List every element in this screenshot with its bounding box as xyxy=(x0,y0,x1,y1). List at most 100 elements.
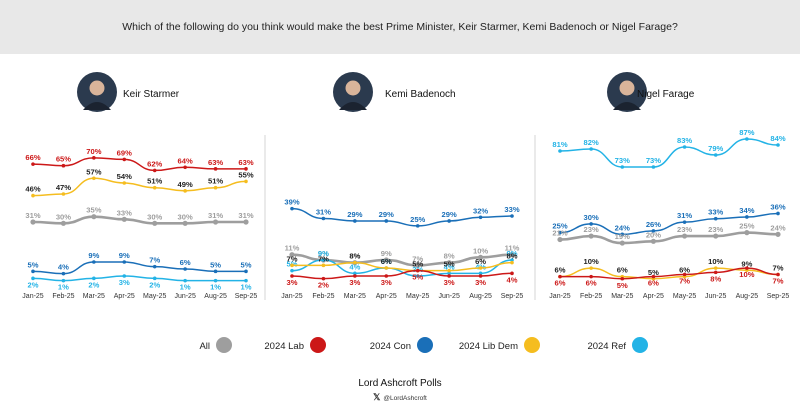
x-tick-label: May-25 xyxy=(143,293,166,300)
data-label: 66% xyxy=(25,153,40,162)
data-point xyxy=(682,220,687,224)
x-tick-label: May-25 xyxy=(406,293,429,300)
data-point xyxy=(31,269,35,274)
data-label: 5% xyxy=(412,260,423,269)
portrait-nigel-farage xyxy=(607,72,647,112)
data-label: 6% xyxy=(180,258,191,267)
data-label: 24% xyxy=(770,223,785,232)
data-point xyxy=(510,258,514,262)
chart-panel-nigel-farage: Nigel Farage Jan-25 Feb-25 Mar-25 Apr-25 May-… xyxy=(534,72,790,300)
x-tick-label: Sep-25 xyxy=(767,293,790,300)
data-point xyxy=(122,274,127,278)
data-point xyxy=(321,276,326,281)
data-label: 10% xyxy=(708,257,723,266)
data-label: 70% xyxy=(86,147,101,156)
data-label: 6% xyxy=(648,279,659,288)
data-point xyxy=(384,266,389,270)
data-point xyxy=(681,233,688,239)
x-tick-label: May-25 xyxy=(673,293,696,300)
data-point xyxy=(713,266,718,270)
data-point xyxy=(447,271,451,276)
legend-label: 2024 Con xyxy=(370,341,411,352)
data-label: 62% xyxy=(147,159,162,168)
data-point xyxy=(244,167,248,171)
data-point xyxy=(213,185,218,190)
data-point xyxy=(152,264,157,269)
data-point xyxy=(92,276,96,281)
data-label: 36% xyxy=(770,202,785,211)
x-tick-label: Sep-25 xyxy=(501,293,524,300)
data-point xyxy=(589,222,593,226)
avatar-face xyxy=(345,80,361,96)
avatar-face xyxy=(619,80,635,96)
series-line xyxy=(32,157,246,172)
data-label: 30% xyxy=(56,212,71,221)
data-point xyxy=(415,268,420,273)
x-tick-label: Mar-25 xyxy=(611,293,633,300)
avatar-body xyxy=(83,102,111,110)
data-point xyxy=(650,238,657,244)
data-label: 23% xyxy=(677,225,692,234)
data-label: 7% xyxy=(773,264,784,273)
data-point xyxy=(122,260,127,264)
data-label: 65% xyxy=(56,155,71,164)
data-label: 1% xyxy=(58,283,69,292)
data-label: 20% xyxy=(646,230,661,239)
data-point xyxy=(619,240,625,246)
data-label: 10% xyxy=(584,257,599,266)
data-label: 21% xyxy=(552,229,567,238)
data-point xyxy=(588,233,594,239)
data-label: 9% xyxy=(119,251,130,260)
data-point xyxy=(415,262,421,268)
question-banner: Which of the following do you think woul… xyxy=(0,0,800,54)
data-point xyxy=(478,271,483,276)
data-point xyxy=(244,278,248,283)
data-label: 30% xyxy=(178,212,193,221)
data-label: 4% xyxy=(507,275,518,284)
data-label: 5% xyxy=(210,260,221,269)
data-point xyxy=(383,257,389,263)
data-label: 4% xyxy=(58,263,69,272)
data-point xyxy=(61,271,66,276)
data-label: 3% xyxy=(475,278,486,287)
data-label: 5% xyxy=(28,260,39,269)
legend: All 2024 Lab 2024 Con 2024 Lib Dem 2024 Ref xyxy=(199,337,648,353)
data-point xyxy=(121,216,127,222)
data-label: 3% xyxy=(287,278,298,287)
data-point xyxy=(244,269,248,274)
data-label: 9% xyxy=(318,249,329,258)
legend-item-2024-con: 2024 Con xyxy=(370,337,433,353)
data-label: 7% xyxy=(287,254,298,263)
data-label: 5% xyxy=(648,268,659,277)
data-point xyxy=(92,156,96,160)
legend-item-2024-ref: 2024 Ref xyxy=(587,337,648,353)
chart-panel-keir-starmer: Keir Starmer Jan-25 Feb-25 Mar-25 Apr-25 May-… xyxy=(22,72,257,300)
data-point xyxy=(91,214,97,220)
data-point xyxy=(31,276,35,281)
series-line xyxy=(291,269,513,280)
data-point xyxy=(31,162,35,166)
legend-label: 2024 Lab xyxy=(264,341,304,352)
data-point xyxy=(478,215,483,220)
data-label: 2% xyxy=(28,280,39,289)
data-point xyxy=(243,219,249,225)
x-tick-label: Aug-25 xyxy=(469,293,492,300)
data-label: 2% xyxy=(88,280,99,289)
data-point xyxy=(152,185,157,190)
data-label: 7% xyxy=(412,254,423,263)
x-logo-icon: 𝕏 xyxy=(373,392,381,402)
data-point xyxy=(92,260,96,264)
data-point xyxy=(745,266,749,270)
series-2024-con: 39% 31% 29% 29% 25% 29% 32% 33% xyxy=(284,198,520,228)
data-point xyxy=(290,268,294,273)
series-all: 31% 30% 35% 33% 30% 30% 31% 31% xyxy=(25,206,254,226)
data-label: 5% xyxy=(444,260,455,269)
data-point xyxy=(620,276,625,281)
data-label: 2% xyxy=(149,280,160,289)
panel-title: Keir Starmer xyxy=(123,89,180,100)
data-label: 8% xyxy=(444,252,455,261)
data-point xyxy=(589,274,593,279)
data-label: 23% xyxy=(584,225,599,234)
data-label: 6% xyxy=(679,266,690,275)
